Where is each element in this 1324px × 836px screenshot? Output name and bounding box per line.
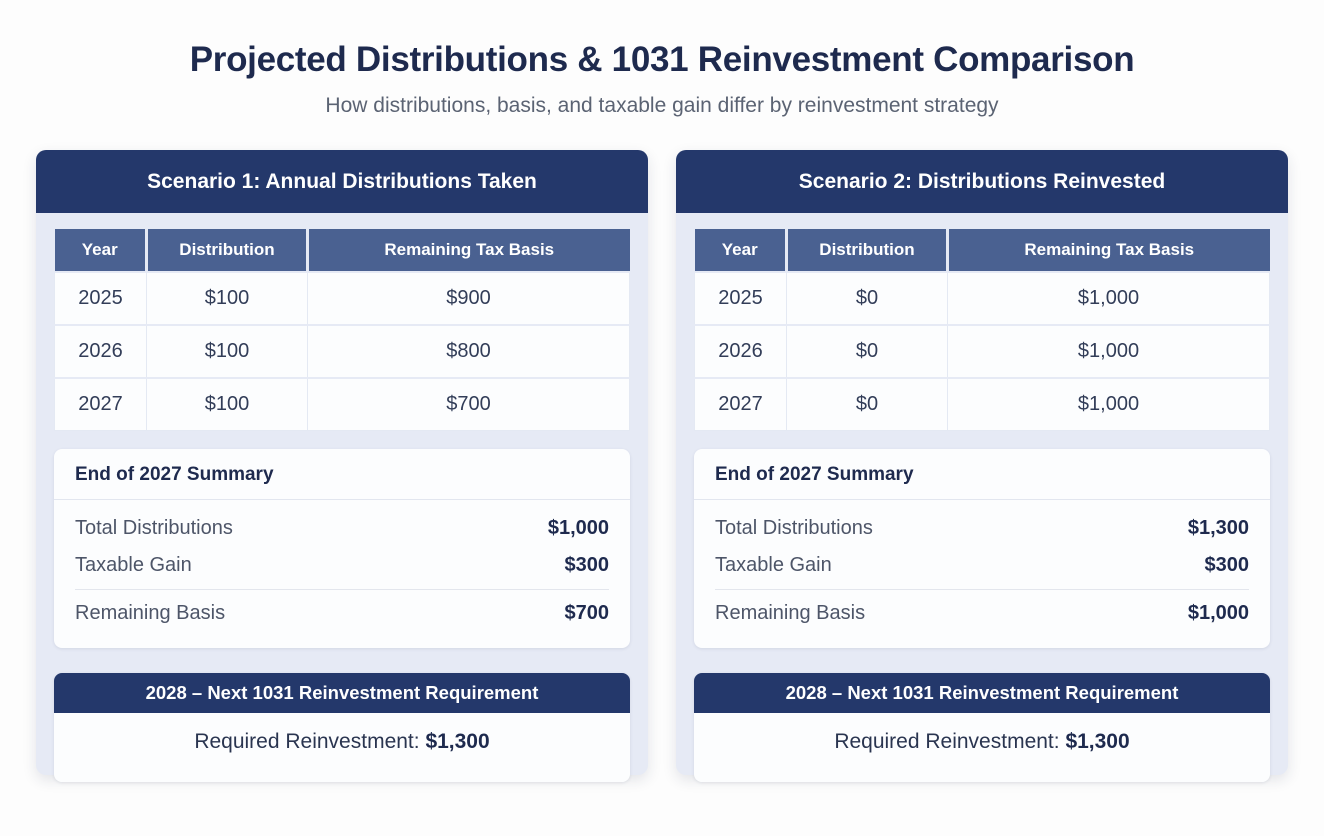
summary-title: End of 2027 Summary [694,449,1270,500]
scenario-1-reinvestment-banner: 2028 – Next 1031 Reinvestment Requiremen… [54,673,630,782]
scenario-2-summary-card: End of 2027 Summary Total Distributions … [694,449,1270,648]
scenario-2-panel: Scenario 2: Distributions Reinvested Yea… [676,150,1288,782]
column-header-year: Year [54,229,148,272]
summary-value: $300 [564,554,610,576]
column-header-year: Year [694,229,788,272]
scenario-1-body: Year Distribution Remaining Tax Basis 20… [36,213,648,800]
year-cell: 2027 [694,377,787,431]
banner-title: 2028 – Next 1031 Reinvestment Requiremen… [694,673,1270,713]
basis-cell: $700 [307,377,630,431]
summary-row-total-distributions: Total Distributions $1,000 [75,510,609,547]
banner-value: $1,300 [425,730,490,753]
distribution-cell: $100 [146,377,308,431]
summary-row-taxable-gain: Taxable Gain $300 [715,547,1249,584]
basis-cell: $800 [307,324,630,379]
summary-value: $700 [564,602,610,624]
summary-body: Total Distributions $1,300 Taxable Gain … [694,500,1270,648]
scenario-1-header: Scenario 1: Annual Distributions Taken [36,150,648,213]
scenario-panels: Scenario 1: Annual Distributions Taken Y… [36,150,1288,782]
banner-body: Required Reinvestment: $1,300 [694,713,1270,782]
table-row: 2027 $100 $700 [54,377,630,431]
column-header-distribution: Distribution [146,229,309,272]
year-cell: 2025 [54,271,147,326]
summary-label: Taxable Gain [75,554,192,576]
table-row: 2026 $100 $800 [54,324,630,379]
column-header-remaining-tax-basis: Remaining Tax Basis [947,229,1270,272]
distribution-cell: $100 [146,324,308,379]
page-subtitle: How distributions, basis, and taxable ga… [325,94,999,117]
scenario-1-panel: Scenario 1: Annual Distributions Taken Y… [36,150,648,782]
scenario-2-reinvestment-banner: 2028 – Next 1031 Reinvestment Requiremen… [694,673,1270,782]
summary-value: $1,000 [1187,602,1249,624]
summary-row-total-distributions: Total Distributions $1,300 [715,510,1249,547]
banner-value: $1,300 [1065,730,1130,753]
table-row: 2025 $100 $900 [54,271,630,326]
basis-cell: $1,000 [947,271,1270,326]
year-cell: 2025 [694,271,787,326]
banner-body: Required Reinvestment: $1,300 [54,713,630,782]
year-cell: 2026 [694,324,787,379]
page-title: Projected Distributions & 1031 Reinvestm… [189,40,1135,79]
distribution-cell: $0 [786,271,948,326]
summary-value: $300 [1204,554,1250,576]
basis-cell: $900 [307,271,630,326]
summary-title: End of 2027 Summary [54,449,630,500]
banner-label: Required Reinvestment: [194,730,420,753]
banner-label: Required Reinvestment: [834,730,1060,753]
year-cell: 2026 [54,324,147,379]
summary-row-remaining-basis: Remaining Basis $1,000 [715,589,1249,632]
summary-value: $1,300 [1187,517,1249,539]
summary-label: Remaining Basis [715,602,866,624]
table-header-row: Year Distribution Remaining Tax Basis [694,229,1270,272]
column-header-distribution: Distribution [786,229,949,272]
distribution-cell: $0 [786,377,948,431]
basis-cell: $1,000 [947,324,1270,379]
distribution-cell: $0 [786,324,948,379]
year-cell: 2027 [54,377,147,431]
summary-body: Total Distributions $1,000 Taxable Gain … [54,500,630,648]
summary-row-remaining-basis: Remaining Basis $700 [75,589,609,632]
table-row: 2025 $0 $1,000 [694,271,1270,326]
table-row: 2026 $0 $1,000 [694,324,1270,379]
column-header-remaining-tax-basis: Remaining Tax Basis [307,229,630,272]
distribution-cell: $100 [146,271,308,326]
summary-value: $1,000 [547,517,609,539]
summary-label: Total Distributions [75,517,233,539]
scenario-2-table: Year Distribution Remaining Tax Basis 20… [694,229,1270,431]
banner-title: 2028 – Next 1031 Reinvestment Requiremen… [54,673,630,713]
summary-label: Remaining Basis [75,602,226,624]
basis-cell: $1,000 [947,377,1270,431]
scenario-2-header: Scenario 2: Distributions Reinvested [676,150,1288,213]
summary-label: Total Distributions [715,517,873,539]
table-row: 2027 $0 $1,000 [694,377,1270,431]
table-header-row: Year Distribution Remaining Tax Basis [54,229,630,272]
summary-row-taxable-gain: Taxable Gain $300 [75,547,609,584]
scenario-1-summary-card: End of 2027 Summary Total Distributions … [54,449,630,648]
scenario-2-body: Year Distribution Remaining Tax Basis 20… [676,213,1288,800]
summary-label: Taxable Gain [715,554,832,576]
scenario-1-table: Year Distribution Remaining Tax Basis 20… [54,229,630,431]
